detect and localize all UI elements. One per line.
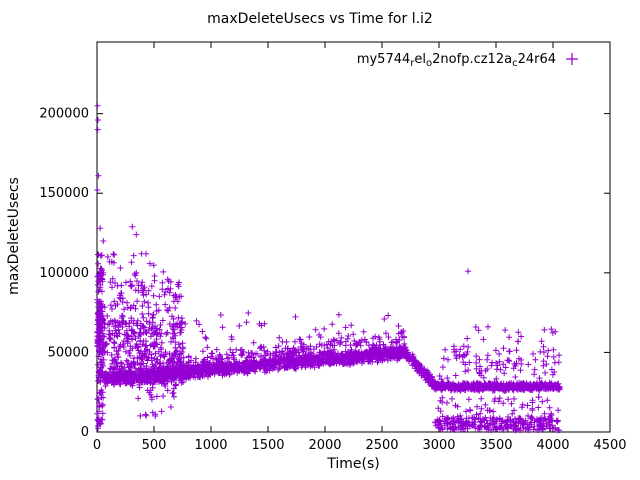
x-tick-label: 3000 <box>422 438 455 453</box>
y-tick-label: 100000 <box>39 266 89 281</box>
scatter-series-points <box>94 102 563 434</box>
x-tick-label: 2500 <box>365 438 398 453</box>
x-tick-label: 0 <box>93 438 101 453</box>
x-tick-label: 4000 <box>536 438 569 453</box>
chart-title: maxDeleteUsecs vs Time for l.i2 <box>207 11 433 27</box>
x-tick-label: 500 <box>142 438 167 453</box>
legend-marker-plus-icon <box>566 53 578 65</box>
y-tick-label: 50000 <box>48 345 89 360</box>
x-axis-label: Time(s) <box>327 456 380 472</box>
plot-border <box>96 41 611 433</box>
y-tick-label: 200000 <box>39 107 89 122</box>
legend: my5744relo2nofp.cz12ac24r64 <box>357 52 578 69</box>
x-axis-ticks: 0 500 1000 1500 2000 2500 3000 3500 4000 4500 <box>93 42 627 453</box>
x-tick-label: 3500 <box>479 438 512 453</box>
x-tick-label: 2000 <box>308 438 341 453</box>
y-tick-label: 0 <box>81 425 89 440</box>
x-tick-label: 1500 <box>251 438 284 453</box>
x-tick-label: 1000 <box>194 438 227 453</box>
legend-label: my5744relo2nofp.cz12ac24r64 <box>357 52 556 69</box>
y-tick-label: 150000 <box>39 186 89 201</box>
y-axis-ticks: 0 50000 100000 150000 200000 <box>39 107 610 440</box>
x-tick-label: 4500 <box>593 438 626 453</box>
